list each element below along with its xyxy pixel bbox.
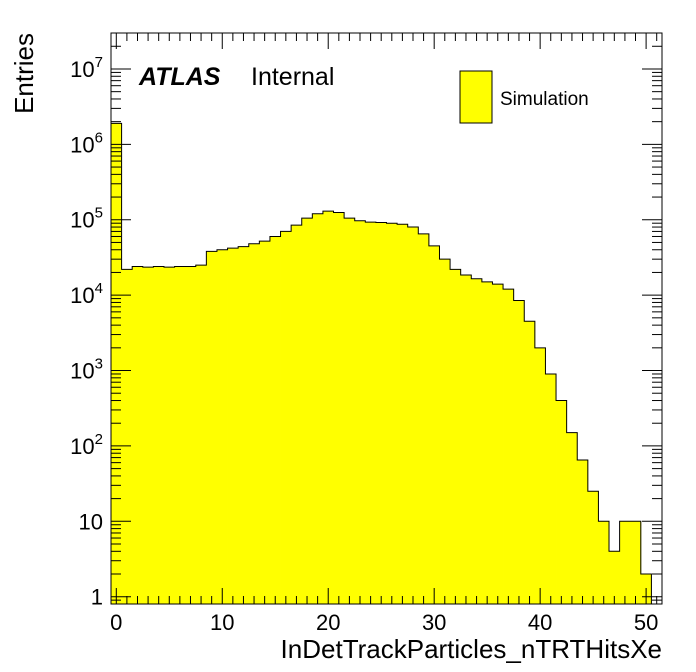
histogram-bin xyxy=(238,246,250,605)
histogram-bin xyxy=(142,267,154,604)
histogram-bin xyxy=(503,289,515,604)
x-tick-label: 10 xyxy=(210,610,234,635)
x-tick-label: 20 xyxy=(316,610,340,635)
histogram-bin xyxy=(460,274,472,604)
histogram-bin xyxy=(598,521,610,604)
histogram-bin xyxy=(513,300,525,604)
histogram-bin xyxy=(492,284,504,604)
y-tick-label: 105 xyxy=(70,205,103,233)
histogram-bin xyxy=(418,233,430,604)
y-tick-labels: 1 10 102 103 104 105 106 107 xyxy=(70,54,103,610)
y-tick-label: 106 xyxy=(70,129,103,157)
histogram-bin xyxy=(481,281,493,604)
x-tick-labels: 0 10 20 30 40 50 xyxy=(110,610,658,635)
histogram-bin xyxy=(471,278,483,604)
histogram-bin xyxy=(206,251,218,604)
x-tick-label: 0 xyxy=(110,610,122,635)
histogram-bin xyxy=(450,269,462,604)
atlas-label: ATLAS xyxy=(138,63,221,91)
x-tick-label: 40 xyxy=(528,610,552,635)
y-tick-label: 103 xyxy=(70,356,103,384)
histogram-bin xyxy=(407,227,419,604)
histogram-bin xyxy=(545,373,557,604)
histogram-bin xyxy=(365,222,377,604)
histogram-bin xyxy=(163,267,175,604)
histogram-bin xyxy=(111,123,122,604)
y-axis-title: Entries xyxy=(9,33,39,114)
histogram-bin xyxy=(556,400,568,604)
histogram-bin xyxy=(439,259,451,604)
histogram-bin xyxy=(132,266,144,604)
histogram-bin xyxy=(174,266,186,604)
histogram-bin xyxy=(566,432,578,604)
histogram-bin xyxy=(375,222,387,604)
histogram-bin xyxy=(227,248,239,604)
histogram-bin xyxy=(301,218,313,604)
histogram-bin xyxy=(619,521,631,604)
x-axis-title: InDetTrackParticles_nTRTHitsXe xyxy=(281,634,662,664)
x-tick-label: 50 xyxy=(634,610,658,635)
internal-label: Internal xyxy=(251,63,334,91)
histogram-bin xyxy=(333,212,345,604)
y-tick-label: 104 xyxy=(70,280,103,308)
axis-ticks xyxy=(111,32,662,605)
histogram-bin xyxy=(291,225,303,604)
histogram-bin xyxy=(397,224,409,604)
histogram-bin xyxy=(386,223,398,604)
histogram-bin xyxy=(524,321,536,604)
histogram-bin xyxy=(354,220,366,604)
histogram-bin xyxy=(248,243,260,604)
histogram-bin xyxy=(280,231,292,604)
legend: Simulation xyxy=(459,70,589,124)
histogram-bin xyxy=(269,236,281,604)
histogram-bin xyxy=(312,213,324,604)
y-tick-label: 102 xyxy=(70,431,103,459)
histogram-bin xyxy=(153,266,165,604)
histogram-outline xyxy=(110,122,652,604)
y-tick-label: 1 xyxy=(91,585,103,610)
histogram-bin xyxy=(185,266,197,604)
histogram-bin xyxy=(534,347,546,604)
y-tick-label: 107 xyxy=(70,54,103,82)
histogram-bin xyxy=(121,269,133,604)
histogram-bin xyxy=(630,521,642,604)
histogram-bin xyxy=(322,211,334,605)
histogram-bin xyxy=(195,265,207,604)
histogram-bin xyxy=(577,460,589,604)
histogram-bin xyxy=(259,241,271,604)
histogram-bin xyxy=(609,551,621,604)
legend-entry-simulation: Simulation xyxy=(500,89,589,110)
histogram-bin xyxy=(216,249,228,604)
histogram-bin xyxy=(428,245,440,605)
legend-swatch xyxy=(459,70,493,124)
y-tick-label: 10 xyxy=(79,509,103,534)
x-tick-label: 30 xyxy=(422,610,446,635)
histogram-bin xyxy=(344,218,356,604)
histogram-bars xyxy=(110,122,652,605)
histogram-bin xyxy=(587,491,599,604)
plot-frame xyxy=(110,32,663,605)
